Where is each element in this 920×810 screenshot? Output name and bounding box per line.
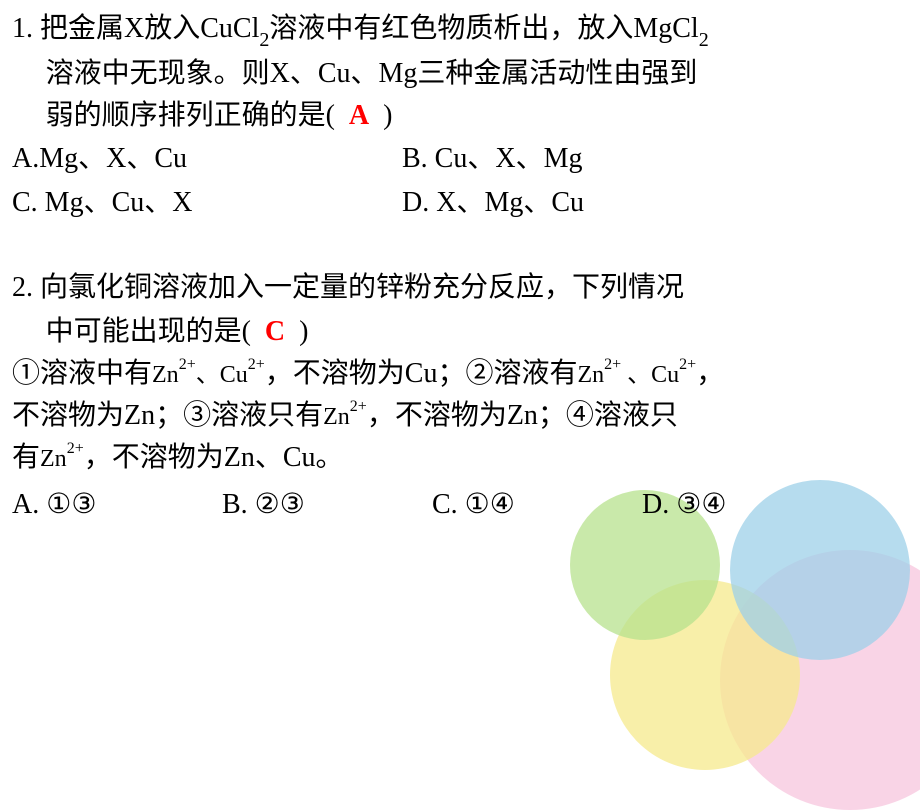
q2-s2a: 不溶物为Zn；③溶液只有 (12, 400, 323, 431)
question-1: 1. 把金属X放入CuCl2溶液中有红色物质析出，放入MgCl2 溶液中无现象。… (12, 8, 908, 137)
q1-l1a: 把金属X放入CuCl (40, 13, 259, 44)
q2-s3b: ，不溶物为Zn、Cu。 (84, 442, 344, 473)
q1-sub1: 2 (259, 29, 269, 51)
q2-cu2: Cu2+ (651, 362, 696, 388)
q2-options: A. ①③ B. ②③ C. ①④ D. ③④ (12, 483, 908, 528)
q2-opt-b: B. ②③ (222, 483, 432, 528)
q1-options: A.Mg、X、Cu B. Cu、X、Mg C. Mg、Cu、X D. X、Mg、… (12, 137, 908, 227)
q2-cu1: Cu2+ (220, 362, 265, 388)
q2-l2b: ) (299, 316, 308, 347)
q2-s1c: ， (696, 358, 724, 389)
q1-opt-b: B. Cu、X、Mg (402, 137, 582, 182)
q2-s2b: ，不溶物为Zn；④溶液只 (367, 400, 678, 431)
q2-opt-a: A. ①③ (12, 483, 222, 528)
q1-l3a: 弱的顺序排列正确的是( (46, 100, 335, 131)
q1-opt-c: C. Mg、Cu、X (12, 181, 402, 226)
q2-s1a: ①溶液中有 (12, 358, 152, 389)
q2-zn3: Zn2+ (323, 404, 367, 430)
question-2: 2. 向氯化铜溶液加入一定量的锌粉充分反应，下列情况 中可能出现的是( C ) (12, 266, 908, 353)
q2-s3a: 有 (12, 442, 40, 473)
circle-yellow (610, 580, 800, 770)
q2-text: 2. 向氯化铜溶液加入一定量的锌粉充分反应，下列情况 中可能出现的是( C ) (12, 266, 908, 353)
q2-comma2: 、 (621, 362, 651, 388)
q1-sub2: 2 (699, 29, 709, 51)
q2-comma1: 、 (196, 362, 220, 388)
q2-zn4: Zn2+ (40, 446, 84, 472)
q2-answer: C (265, 316, 285, 347)
q2-opt-c: C. ①④ (432, 483, 642, 528)
q1-opt-d: D. X、Mg、Cu (402, 181, 584, 226)
slide-content: 1. 把金属X放入CuCl2溶液中有红色物质析出，放入MgCl2 溶液中无现象。… (0, 0, 920, 536)
q1-l2: 溶液中无现象。则X、Cu、Mg三种金属活动性由强到 (46, 58, 698, 89)
q1-opt-a: A.Mg、X、Cu (12, 137, 402, 182)
q2-zn2: Zn2+ (577, 362, 621, 388)
q1-answer: A (349, 100, 369, 131)
q1-l1b: 溶液中有红色物质析出，放入MgCl (269, 13, 698, 44)
q1-num: 1. (12, 13, 40, 44)
circle-pink (720, 550, 920, 810)
q2-l2a: 中可能出现的是( (46, 316, 251, 347)
q2-num: 2. (12, 272, 40, 303)
q1-text: 1. 把金属X放入CuCl2溶液中有红色物质析出，放入MgCl2 溶液中无现象。… (12, 8, 908, 137)
q2-s1b: ，不溶物为Cu；②溶液有 (265, 358, 578, 389)
q2-l1: 向氯化铜溶液加入一定量的锌粉充分反应，下列情况 (40, 272, 684, 303)
q2-statements: ①溶液中有Zn2+、Cu2+，不溶物为Cu；②溶液有Zn2+ 、Cu2+， 不溶… (12, 353, 908, 479)
q1-l3b: ) (383, 100, 392, 131)
q2-zn1: Zn2+ (152, 362, 196, 388)
q2-opt-d: D. ③④ (642, 483, 852, 528)
